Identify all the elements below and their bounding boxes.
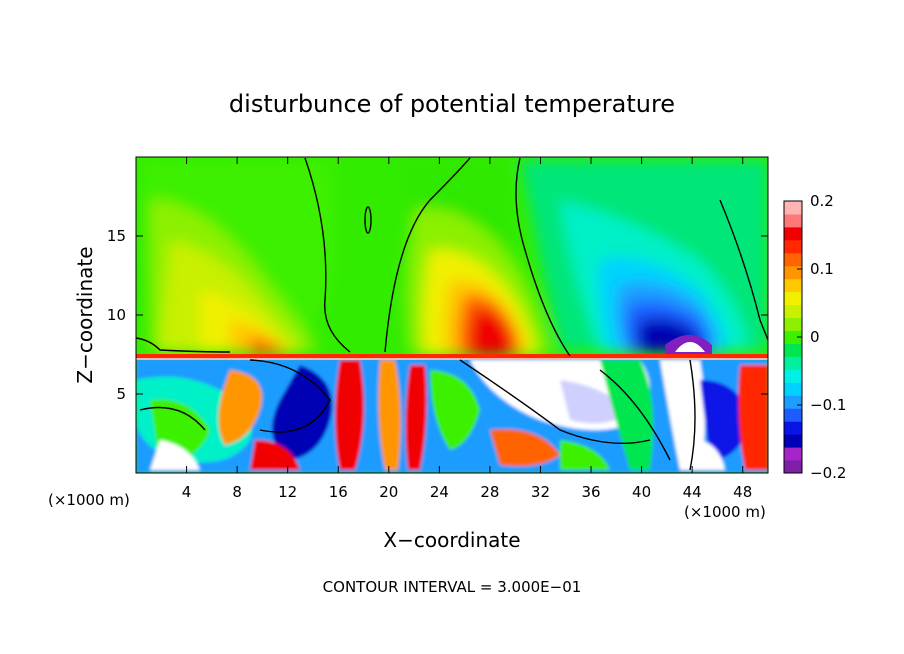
- boundary-band: [136, 354, 768, 358]
- white-blob: [675, 342, 705, 352]
- colorbar-tick-label: 0: [810, 328, 820, 346]
- x-tick-label: 8: [232, 483, 242, 501]
- x-axis-ticks: 4 8 12 16 20 24 28 32 36 40 44 48: [182, 157, 752, 501]
- y-tick-label: 10: [107, 306, 126, 324]
- colorbar-swatch: [784, 201, 802, 215]
- upper-field: [140, 160, 768, 355]
- colorbar: 0.2 0.1 0 −0.1 −0.2: [783, 192, 846, 482]
- x-unit-left: (×1000 m): [48, 491, 130, 509]
- colorbar-swatch: [784, 408, 802, 422]
- y-tick-label: 5: [116, 385, 126, 403]
- y-tick-label: 15: [107, 227, 126, 245]
- colorbar-swatch: [784, 434, 802, 448]
- contour-interval-note: CONTOUR INTERVAL = 3.000E−01: [323, 578, 582, 596]
- colorbar-swatch: [784, 317, 802, 332]
- x-tick-label: 16: [329, 483, 348, 501]
- colorbar-swatch: [784, 265, 802, 280]
- colorbar-swatch: [784, 239, 802, 254]
- colorbar-swatch: [784, 447, 802, 461]
- x-tick-label: 12: [278, 483, 297, 501]
- x-tick-label: 28: [480, 483, 499, 501]
- colorbar-tick-label: 0.1: [810, 260, 834, 278]
- colorbar-tick-label: −0.2: [810, 464, 846, 482]
- colorbar-tick-label: −0.1: [810, 396, 846, 414]
- plot-area: [136, 157, 768, 473]
- colorbar-swatch: [784, 330, 802, 344]
- x-unit-right: (×1000 m): [684, 503, 766, 521]
- colorbar-swatch: [784, 278, 802, 293]
- colorbar-swatch: [784, 213, 802, 228]
- colorbar-tick-label: 0.2: [810, 192, 834, 210]
- colorbar-swatch: [784, 252, 802, 267]
- colorbar-swatch: [784, 421, 802, 435]
- x-tick-label: 4: [182, 483, 192, 501]
- x-tick-label: 24: [430, 483, 449, 501]
- lower-field: [136, 358, 768, 473]
- colorbar-swatch: [784, 343, 802, 357]
- x-tick-label: 40: [632, 483, 651, 501]
- y-axis-label: Z−coordinate: [73, 246, 97, 383]
- colorbar-swatch: [784, 460, 802, 474]
- colorbar-swatch: [784, 226, 802, 241]
- x-tick-label: 44: [683, 483, 702, 501]
- colorbar-swatch: [784, 369, 802, 383]
- colorbar-swatch: [784, 291, 802, 306]
- colorbar-swatch: [784, 356, 802, 370]
- colorbar-swatch: [784, 304, 802, 319]
- x-tick-label: 20: [379, 483, 398, 501]
- x-tick-label: 36: [581, 483, 600, 501]
- x-axis-label: X−coordinate: [383, 528, 520, 552]
- boundary-band-light: [136, 358, 768, 360]
- contour-lines: [136, 157, 768, 471]
- x-tick-label: 48: [733, 483, 752, 501]
- x-tick-label: 32: [531, 483, 550, 501]
- colorbar-swatch: [784, 395, 802, 409]
- chart-title: disturbunce of potential temperature: [229, 90, 675, 118]
- y-axis-ticks: 5 10 15: [107, 227, 768, 403]
- colorbar-swatch: [784, 382, 802, 396]
